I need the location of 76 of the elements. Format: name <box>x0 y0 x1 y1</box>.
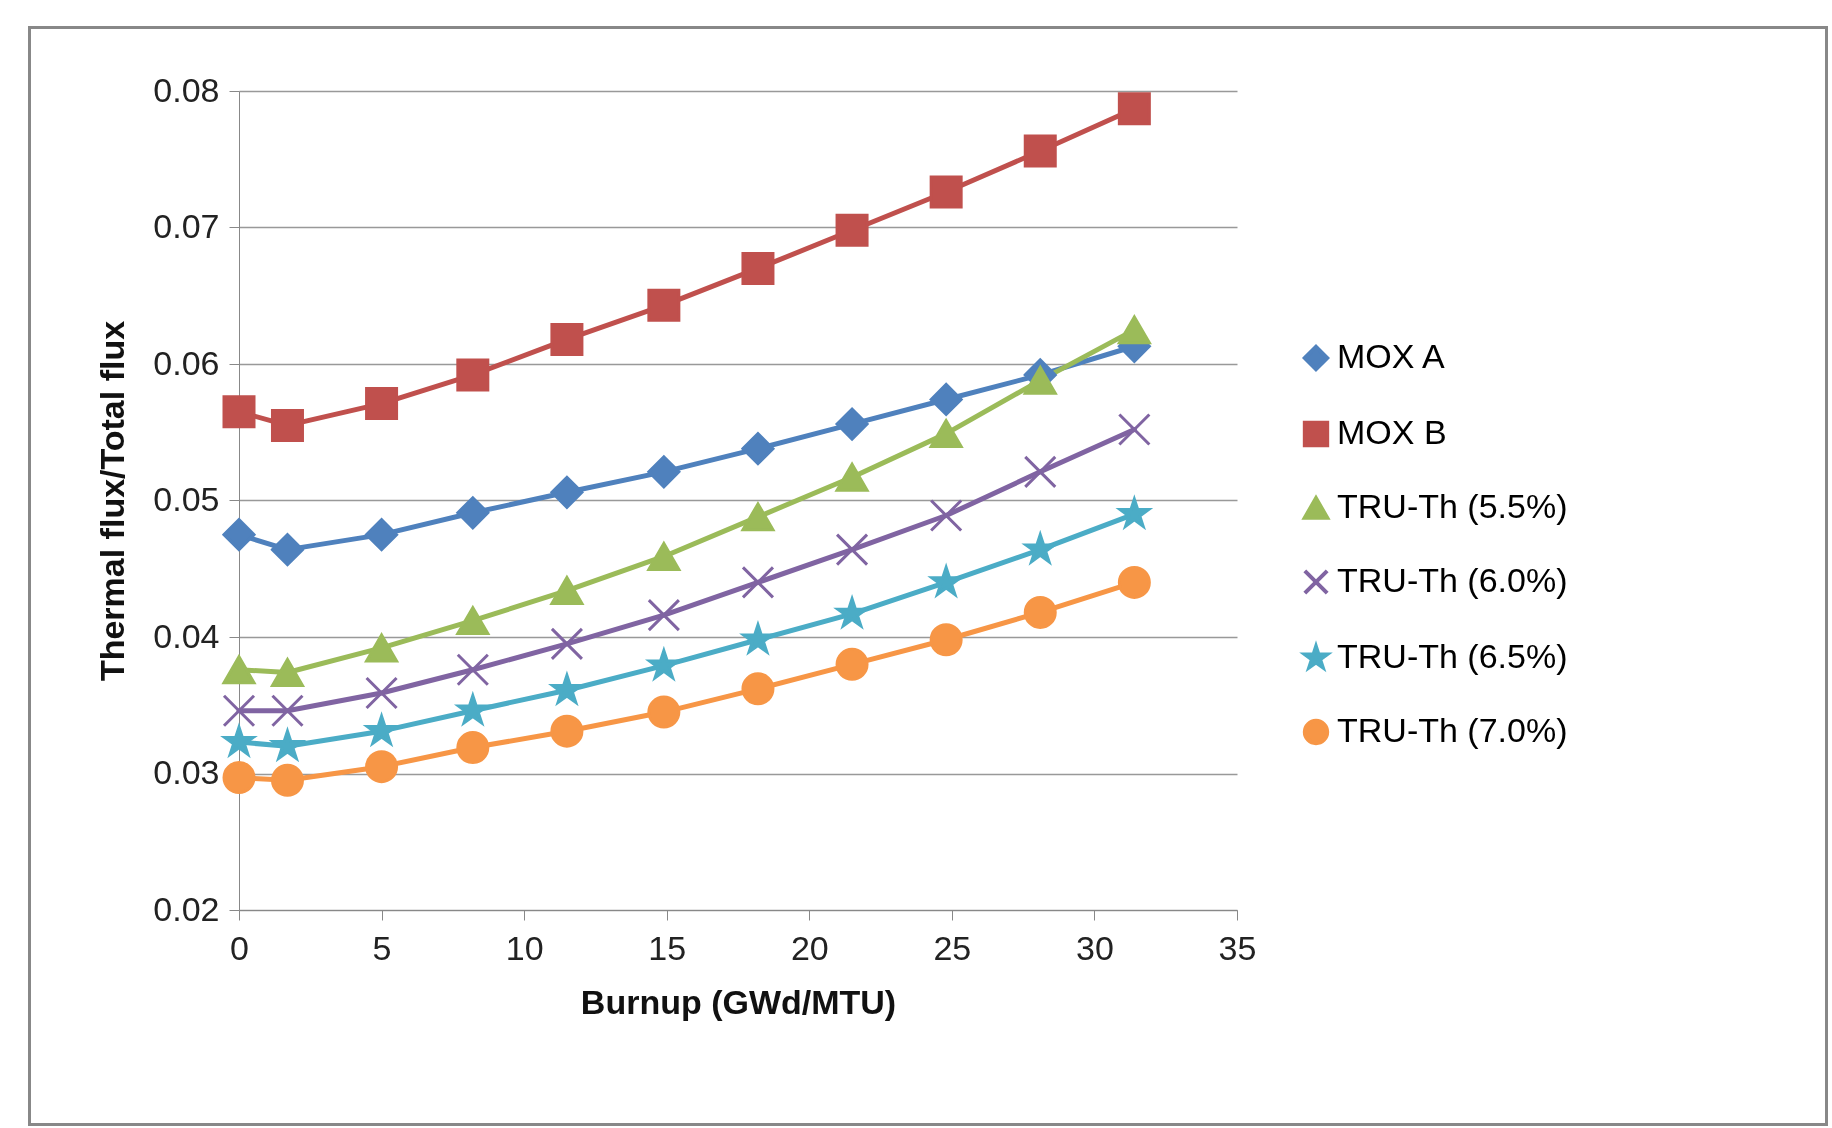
x-axis-title: Burnup (GWd/MTU) <box>580 982 897 1021</box>
x-tick-label: 20 <box>790 928 829 967</box>
point <box>365 633 399 663</box>
point <box>222 655 256 685</box>
point <box>222 694 256 728</box>
x-tick-label: 35 <box>1218 928 1257 967</box>
point <box>550 627 584 661</box>
point <box>270 533 304 567</box>
point <box>365 676 399 710</box>
point <box>929 419 963 449</box>
point <box>365 518 399 552</box>
y-tick-label: 0.06 <box>153 343 220 382</box>
point <box>929 175 963 209</box>
point <box>1023 134 1057 168</box>
y-tick-label: 0.03 <box>153 753 220 791</box>
point <box>741 565 775 599</box>
x-tick-label: 0 <box>230 928 249 967</box>
point <box>456 653 490 687</box>
point <box>835 407 869 441</box>
point <box>741 432 775 466</box>
point <box>270 763 304 797</box>
point <box>456 496 490 530</box>
point <box>1117 315 1151 345</box>
y-tick-label: 0.05 <box>153 480 220 518</box>
point <box>929 382 963 416</box>
point <box>741 672 775 706</box>
legend-label: MOX A <box>1337 337 1446 375</box>
point <box>222 518 256 552</box>
point <box>1023 595 1057 629</box>
point <box>456 358 490 392</box>
point <box>270 408 304 442</box>
legend-label: TRU-Th (7.0%) <box>1337 711 1568 749</box>
point <box>647 695 681 729</box>
point <box>365 750 399 784</box>
legend-label: TRU-Th (6.5%) <box>1337 637 1568 675</box>
legend-label: MOX B <box>1337 413 1447 451</box>
point <box>835 213 869 247</box>
y-tick-label: 0.08 <box>153 70 220 109</box>
point <box>647 541 681 571</box>
point <box>835 533 869 567</box>
x-tick-label: 10 <box>505 928 544 967</box>
point <box>929 499 963 533</box>
point <box>647 288 681 322</box>
legend-label: TRU-Th (6.0%) <box>1337 561 1568 599</box>
y-axis-title: Thermal flux/Total flux <box>93 320 132 682</box>
point <box>1117 565 1151 599</box>
point <box>365 387 399 421</box>
legend-label: TRU-Th (5.5%) <box>1337 487 1568 525</box>
point <box>550 475 584 509</box>
point <box>835 462 869 492</box>
point <box>647 455 681 489</box>
point <box>1023 455 1057 489</box>
point <box>270 658 304 687</box>
point <box>550 322 584 356</box>
point <box>550 576 584 606</box>
point <box>1117 413 1151 447</box>
x-tick-label: 30 <box>1076 928 1114 967</box>
point <box>222 761 256 795</box>
point <box>222 395 256 429</box>
point <box>929 623 963 657</box>
x-tick-label: 25 <box>933 928 972 967</box>
point <box>835 647 869 681</box>
point <box>741 251 775 285</box>
y-tick-label: 0.04 <box>153 616 220 655</box>
point <box>1117 92 1151 126</box>
point <box>1023 365 1057 395</box>
point <box>270 694 304 728</box>
point <box>456 731 490 765</box>
x-tick-label: 5 <box>372 928 392 967</box>
point <box>647 598 681 632</box>
x-tick-label: 15 <box>648 928 687 967</box>
point <box>550 714 584 748</box>
point <box>456 606 490 636</box>
y-tick-label: 0.02 <box>153 889 220 928</box>
y-tick-label: 0.07 <box>153 207 220 245</box>
point <box>741 502 775 532</box>
